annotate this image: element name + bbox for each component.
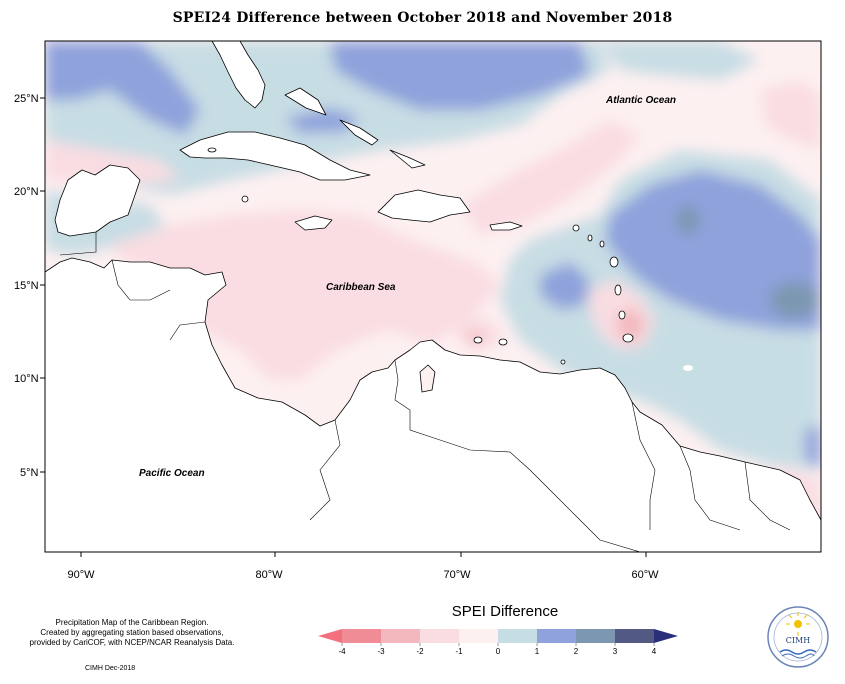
legend-arrow-right: [654, 629, 678, 643]
lat-label-10n: 10°N: [14, 373, 39, 385]
latitude-axis: 25°N 20°N 15°N 10°N 5°N: [14, 93, 45, 479]
atlantic-ocean-label: Atlantic Ocean: [605, 95, 676, 106]
longitude-axis: 90°W 80°W 70°W 60°W: [67, 552, 659, 581]
country-borders: [59, 232, 791, 552]
legend-swatch: [576, 629, 615, 643]
lon-label-70w: 70°W: [443, 569, 471, 581]
footer-note-line: Created by aggregating station based obs…: [40, 628, 224, 637]
lat-label-20n: 20°N: [14, 186, 39, 198]
legend-colorbar: -4 -3 -2 -1 0 1 2 3 4: [318, 629, 678, 656]
lat-label-15n: 15°N: [14, 280, 39, 292]
legend-swatch: [342, 629, 381, 643]
footer-note-line: Precipitation Map of the Caribbean Regio…: [55, 618, 209, 627]
legend-swatch: [498, 629, 537, 643]
legend-tick-label: 3: [613, 647, 618, 656]
legend-tick-label: 1: [535, 647, 540, 656]
cimh-logo: CIMH: [767, 606, 829, 668]
legend-tick-label: -2: [416, 647, 424, 656]
footer-note: Precipitation Map of the Caribbean Regio…: [22, 618, 242, 648]
legend-swatch: [537, 629, 576, 643]
lat-label-25n: 25°N: [14, 93, 39, 105]
sun-icon: [786, 612, 810, 636]
legend-swatch: [420, 629, 459, 643]
legend-swatch: [459, 629, 498, 643]
legend-tick-label: -4: [338, 647, 346, 656]
credit-text: CIMH Dec-2018: [85, 665, 136, 672]
legend-title: SPEI Difference: [451, 603, 559, 620]
legend-tick-label: 2: [574, 647, 579, 656]
coastlines: [45, 41, 821, 552]
pacific-ocean-label: Pacific Ocean: [139, 468, 205, 479]
footer-note-line: provided by CariCOF, with NCEP/NCAR Rean…: [29, 638, 235, 647]
wave-icon: [779, 649, 817, 659]
logo-text: CIMH: [786, 636, 810, 645]
legend-swatch: [381, 629, 420, 643]
lon-label-60w: 60°W: [631, 569, 659, 581]
legend-tick-label: 0: [496, 647, 501, 656]
legend-tick-label: -3: [377, 647, 385, 656]
map-title: SPEI24 Difference between October 2018 a…: [172, 10, 673, 26]
legend-tick-label: -1: [455, 647, 463, 656]
lat-label-5n: 5°N: [20, 467, 39, 479]
map-frame: [44, 40, 822, 553]
lon-label-80w: 80°W: [255, 569, 283, 581]
lon-label-90w: 90°W: [67, 569, 95, 581]
legend-tick-label: 4: [652, 647, 657, 656]
legend-arrow-left: [318, 629, 342, 643]
legend-swatch: [615, 629, 654, 643]
caribbean-sea-label: Caribbean Sea: [326, 282, 396, 293]
